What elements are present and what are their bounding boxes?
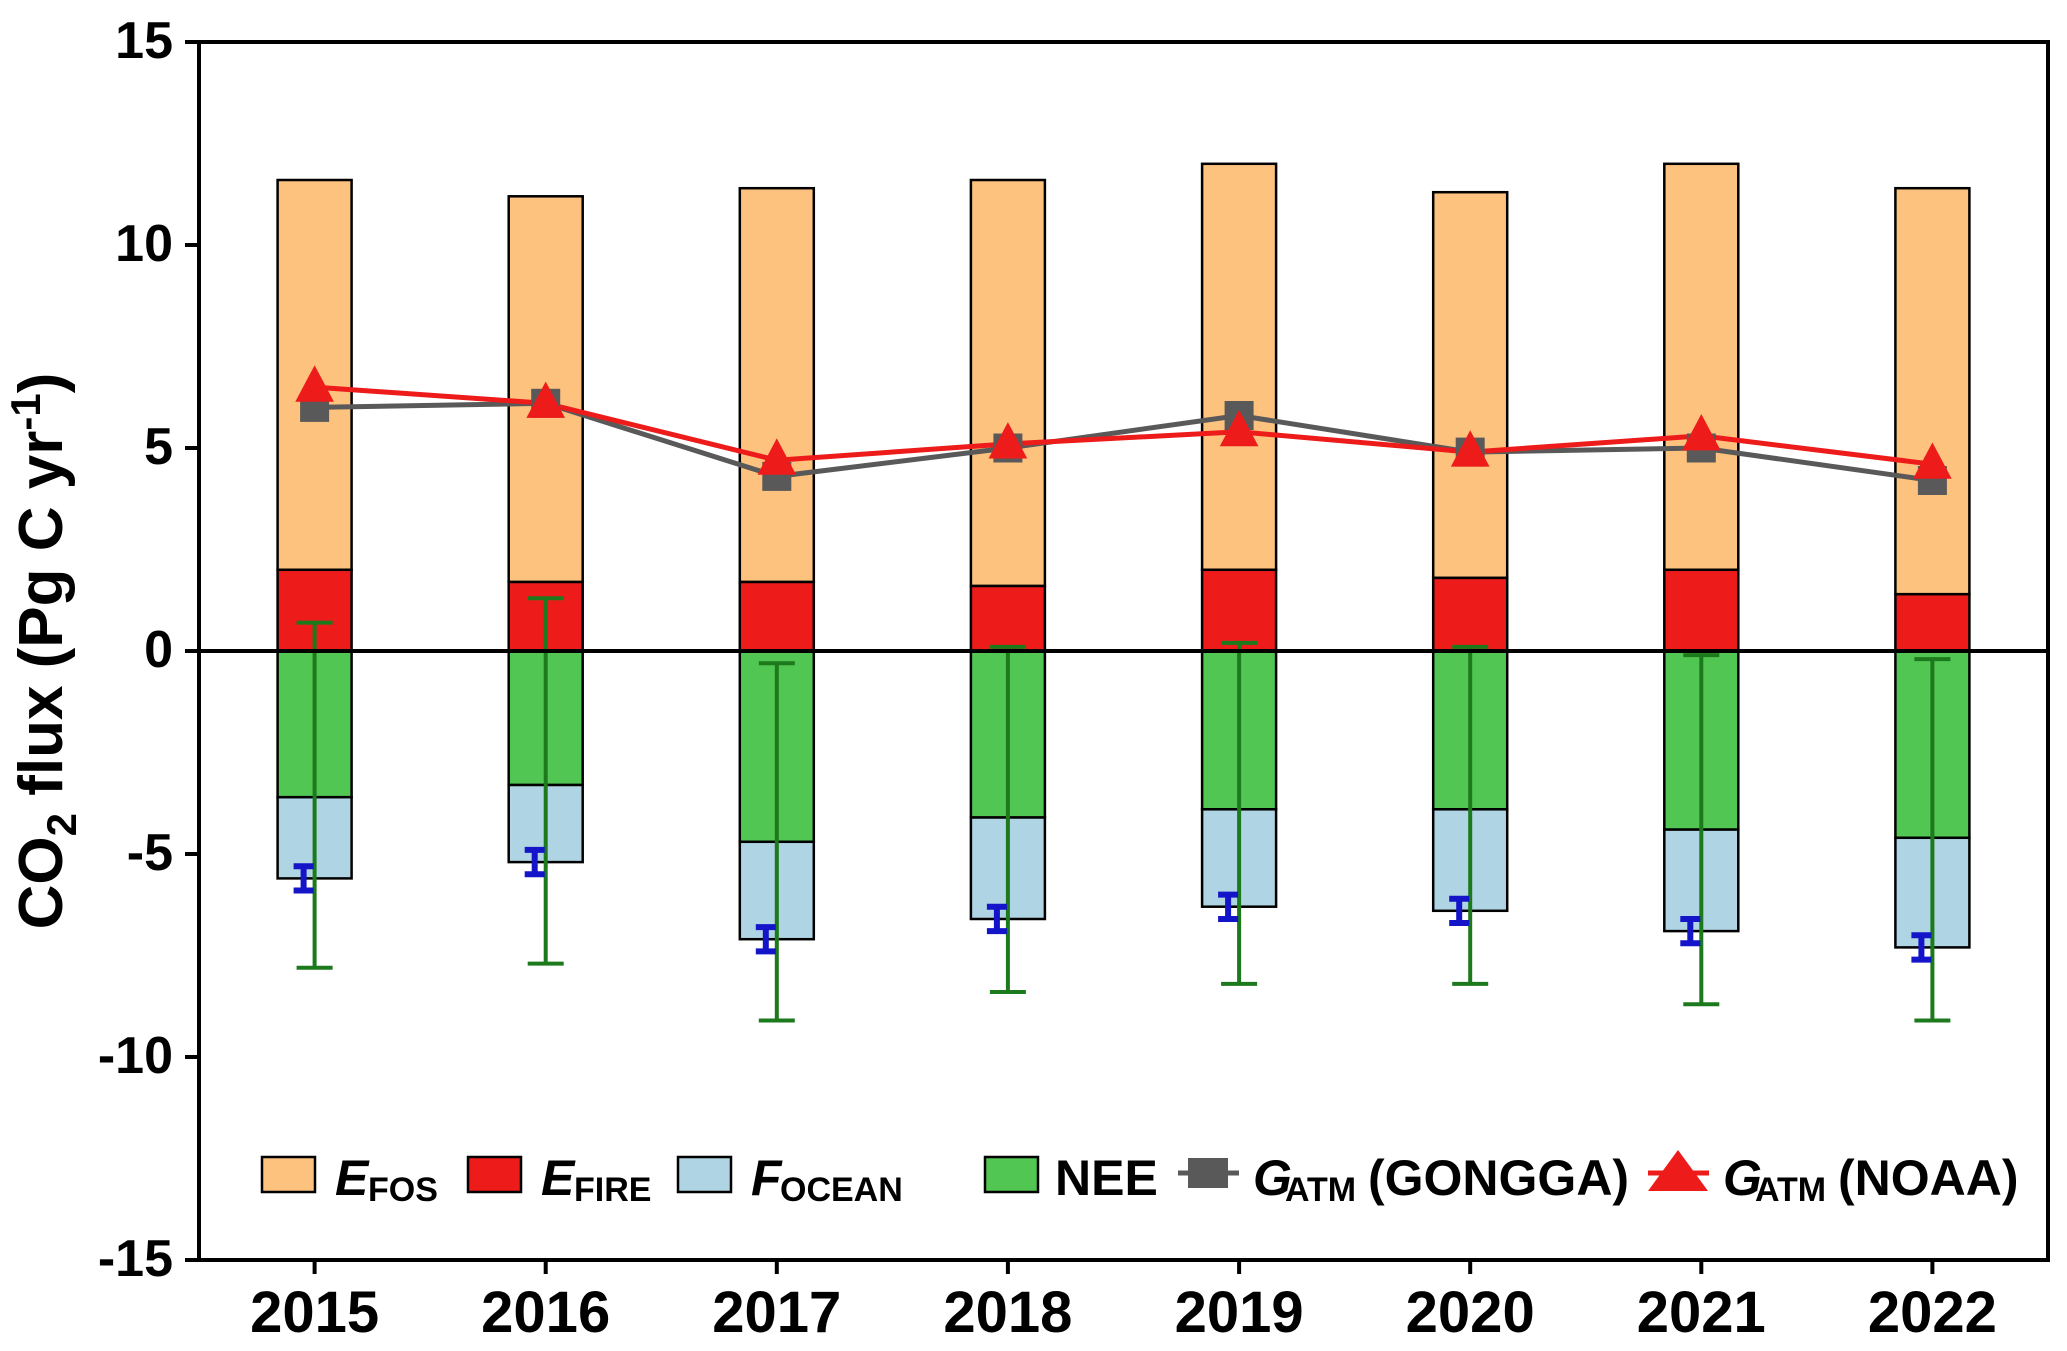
svg-text:FIRE: FIRE [574, 1171, 651, 1209]
svg-text:FOS: FOS [368, 1171, 438, 1209]
svg-text:15: 15 [115, 12, 173, 70]
svg-text:2019: 2019 [1175, 1280, 1304, 1345]
svg-text:10: 10 [115, 215, 173, 273]
svg-text:0: 0 [144, 621, 173, 679]
svg-text:2018: 2018 [943, 1280, 1072, 1345]
svg-text:2016: 2016 [481, 1280, 610, 1345]
svg-text:(NOAA): (NOAA) [1838, 1150, 2019, 1206]
svg-text:-15: -15 [98, 1230, 173, 1288]
svg-text:F: F [751, 1150, 783, 1206]
svg-text:5: 5 [144, 418, 173, 476]
svg-text:2022: 2022 [1868, 1280, 1997, 1345]
svg-text:2015: 2015 [250, 1280, 379, 1345]
svg-text:NEE: NEE [1055, 1150, 1158, 1206]
svg-text:E: E [541, 1150, 576, 1206]
svg-text:OCEAN: OCEAN [780, 1171, 903, 1209]
svg-text:2020: 2020 [1406, 1280, 1535, 1345]
svg-text:ATM: ATM [1285, 1171, 1356, 1209]
svg-text:-10: -10 [98, 1027, 173, 1085]
svg-text:-5: -5 [127, 824, 173, 882]
svg-text:2017: 2017 [712, 1280, 841, 1345]
svg-text:E: E [335, 1150, 370, 1206]
svg-text:ATM: ATM [1755, 1171, 1826, 1209]
svg-text:CO2 flux (Pg C yr-1): CO2 flux (Pg C yr-1) [2, 373, 85, 930]
svg-text:(GONGGA): (GONGGA) [1368, 1150, 1629, 1206]
svg-text:2021: 2021 [1637, 1280, 1766, 1345]
